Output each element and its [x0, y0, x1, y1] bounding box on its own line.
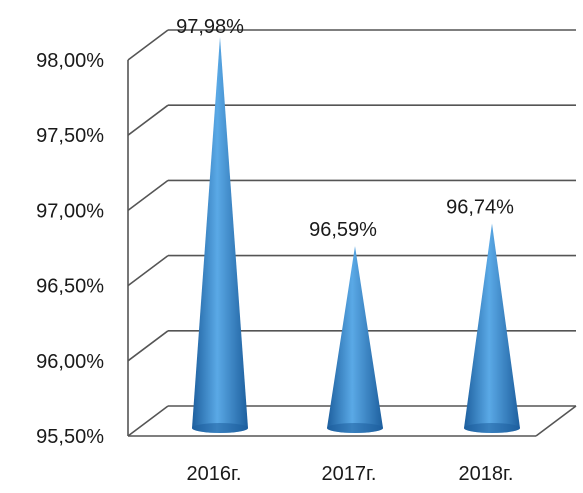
cone-bar — [464, 223, 520, 433]
gridline-side — [127, 405, 169, 437]
gridline-side — [127, 179, 169, 212]
x-axis-categories: 2016г. 2017г. 2018г. — [187, 463, 514, 485]
gridline-side — [127, 29, 169, 61]
x-category-label: 2017г. — [322, 463, 377, 485]
gridline-side — [127, 254, 169, 287]
gridline-side — [127, 104, 169, 136]
cone-base — [327, 423, 383, 433]
gridline-side — [127, 330, 169, 362]
y-tick-label: 97,00% — [36, 200, 104, 222]
cone-base — [192, 423, 248, 433]
data-label: 97,98% — [176, 16, 244, 38]
cone-series — [192, 37, 520, 434]
cone-bar — [327, 246, 383, 433]
data-labels: 97,98% 96,59% 96,74% — [176, 16, 514, 241]
y-tick-label: 98,00% — [36, 50, 104, 72]
x-category-label: 2018г. — [459, 463, 514, 485]
x-category-label: 2016г. — [187, 463, 242, 485]
cone-base — [464, 423, 520, 433]
y-tick-label: 96,50% — [36, 276, 104, 298]
data-label: 96,74% — [446, 197, 514, 219]
floor-right-edge — [535, 405, 577, 437]
cone-bar — [192, 37, 248, 434]
y-tick-label: 96,00% — [36, 351, 104, 373]
y-tick-label: 95,50% — [36, 426, 104, 448]
data-label: 96,59% — [309, 219, 377, 241]
y-tick-label: 97,50% — [36, 125, 104, 147]
y-axis-ticks: 95,50% 96,00% 96,50% 97,00% 97,50% 98,00% — [36, 50, 104, 448]
